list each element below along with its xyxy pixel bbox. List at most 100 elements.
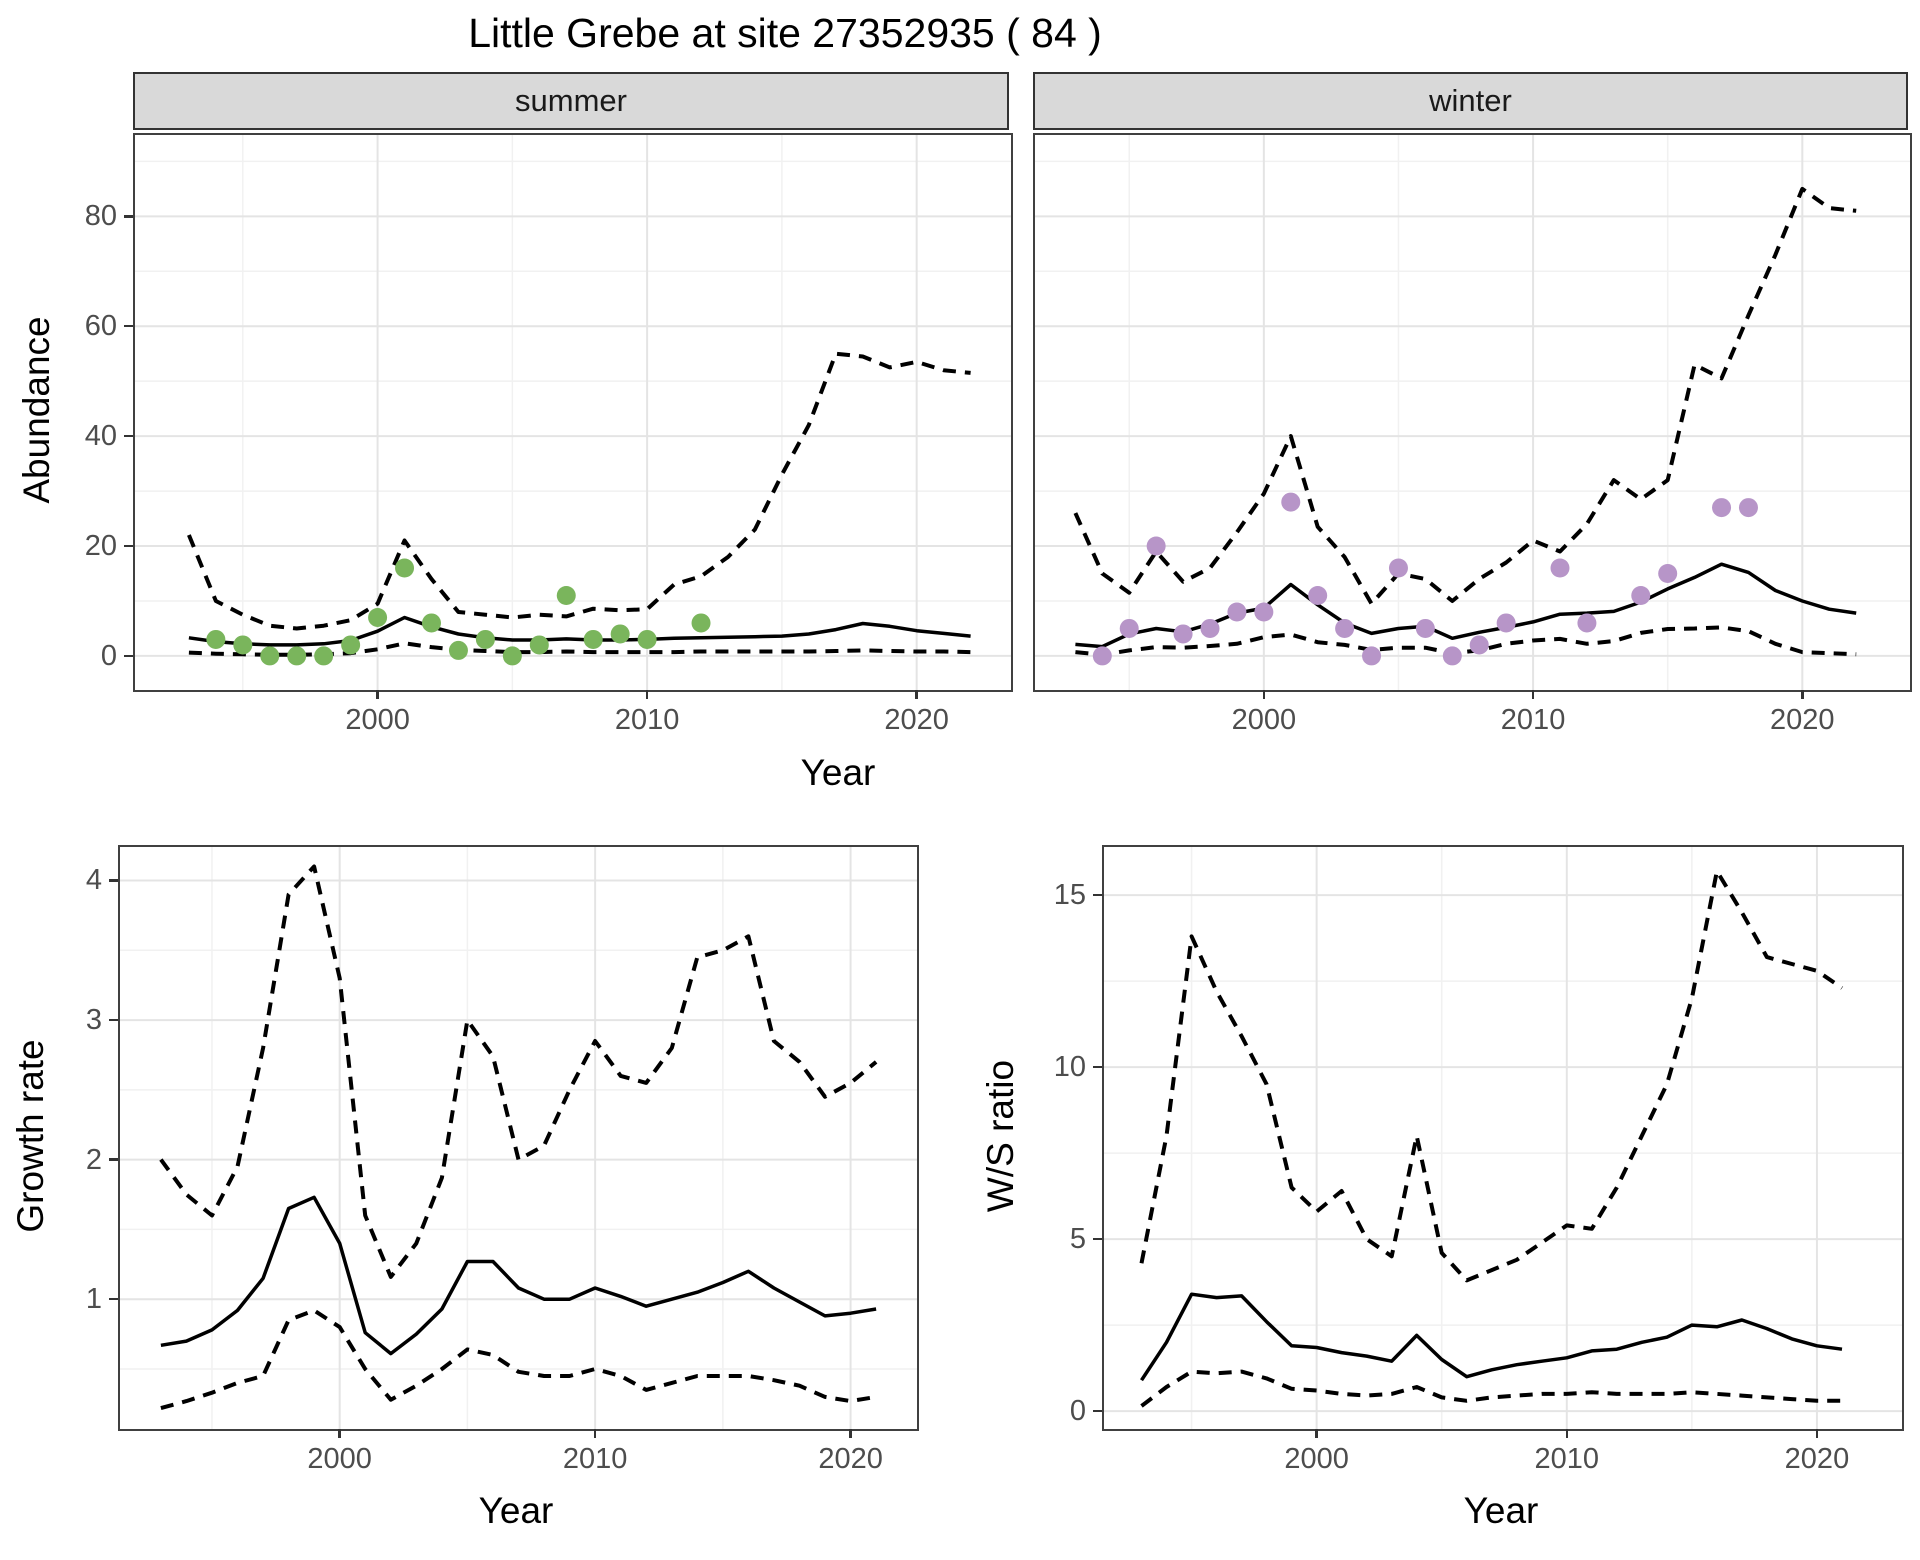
data-point-observed-counts <box>1173 624 1193 644</box>
facet-strip-summer-label: summer <box>515 83 627 118</box>
y-tick-mark <box>109 1297 118 1301</box>
y-tick-label: 20 <box>84 530 117 563</box>
y-tick-label: 0 <box>100 639 117 672</box>
y-axis-label-growth-rate: Growth rate <box>10 1039 51 1233</box>
data-point-observed-counts <box>502 646 522 666</box>
x-tick-mark <box>1801 690 1804 699</box>
x-tick-label: 2020 <box>1784 1443 1850 1475</box>
data-point-observed-counts <box>1496 613 1516 633</box>
series-line-lower-95ci <box>1075 625 1857 657</box>
chart-svg-growth-rate <box>120 847 917 1429</box>
series-line-lower-95ci <box>160 1308 877 1411</box>
data-point-observed-counts <box>556 585 576 605</box>
data-point-observed-counts <box>1200 618 1220 638</box>
y-tick-mark <box>1093 893 1102 897</box>
panel-abundance-summer: 2000 2010 2020 0 20 40 60 80 <box>85 133 1013 736</box>
chart-svg-ws-ratio <box>1104 847 1902 1429</box>
data-point-observed-counts <box>610 624 630 644</box>
y-tick-mark <box>124 544 133 548</box>
series-line-lower-95ci <box>1140 1369 1842 1408</box>
data-point-observed-counts <box>1469 635 1489 655</box>
data-point-observed-counts <box>1712 498 1732 518</box>
x-tick-label: 2000 <box>1231 704 1297 736</box>
facet-strip-winter: winter <box>1033 72 1908 130</box>
series-line-upper-95ci <box>1139 869 1844 1283</box>
y-tick-label: 1 <box>85 1283 102 1316</box>
y-tick-label: 80 <box>84 200 117 233</box>
chart-svg-abundance-winter <box>1035 135 1910 690</box>
y-tick-mark <box>124 324 133 328</box>
page-title: Little Grebe at site 27352935 ( 84 ) <box>468 10 1102 56</box>
x-tick-mark <box>645 690 649 699</box>
y-tick-mark <box>109 879 118 882</box>
data-point-observed-counts <box>314 646 334 666</box>
series-line-fitted-median <box>188 615 971 647</box>
data-point-observed-counts <box>233 635 253 655</box>
x-tick-label: 2010 <box>1500 704 1566 736</box>
data-point-observed-counts <box>1658 564 1678 584</box>
x-tick-mark <box>1565 1429 1569 1438</box>
data-point-observed-counts <box>1631 585 1651 605</box>
x-tick-mark <box>849 1429 852 1438</box>
data-point-observed-counts <box>1388 558 1408 578</box>
y-tick-mark <box>124 654 133 658</box>
data-point-observed-counts <box>448 640 468 660</box>
y-tick-mark <box>1093 1409 1102 1413</box>
x-tick-label: 2000 <box>345 704 410 736</box>
data-point-observed-counts <box>1227 602 1247 622</box>
x-tick-mark <box>1815 1429 1819 1438</box>
y-tick-label: 0 <box>1069 1395 1086 1428</box>
y-tick-mark <box>1093 1237 1102 1241</box>
x-tick-label: 2000 <box>1284 1443 1349 1475</box>
series-line-upper-95ci <box>187 351 971 631</box>
data-point-observed-counts <box>1550 558 1570 578</box>
x-axis-label-year-top: Year <box>800 752 876 793</box>
y-tick-label: 10 <box>1053 1051 1086 1084</box>
data-point-observed-counts <box>341 635 361 655</box>
data-point-observed-counts <box>583 629 603 649</box>
data-point-observed-counts <box>637 629 657 649</box>
x-tick-label: 2010 <box>614 704 680 736</box>
data-point-observed-counts <box>1738 498 1758 518</box>
data-point-observed-counts <box>287 646 307 666</box>
data-point-observed-counts <box>1146 536 1166 556</box>
data-point-observed-counts <box>368 607 388 627</box>
data-point-observed-counts <box>260 646 280 666</box>
y-tick-label: 3 <box>85 1004 102 1037</box>
y-tick-label: 40 <box>84 420 117 453</box>
y-axis-label-abundance: Abundance <box>16 316 57 504</box>
panel-abundance-winter: 2000 2010 2020 <box>1033 133 1912 736</box>
data-point-observed-counts <box>1092 646 1112 666</box>
facet-strip-summer: summer <box>133 72 1009 130</box>
y-tick-mark <box>124 434 133 438</box>
panel-growth-rate: 2000 2010 2020 1 2 3 4 <box>86 845 919 1475</box>
y-tick-mark <box>109 1158 118 1161</box>
x-tick-label: 2020 <box>884 704 949 736</box>
x-axis-label-year-ws: Year <box>1463 1490 1539 1531</box>
x-tick-label: 2010 <box>562 1443 628 1475</box>
data-point-observed-counts <box>1308 585 1328 605</box>
y-tick-label: 60 <box>84 310 117 343</box>
y-axis-label-ws-ratio: W/S ratio <box>980 1059 1021 1213</box>
data-point-observed-counts <box>1415 618 1435 638</box>
x-tick-mark <box>1262 690 1266 699</box>
data-point-observed-counts <box>1281 492 1301 512</box>
data-point-observed-counts <box>691 613 711 633</box>
series-line-upper-95ci <box>159 864 878 1279</box>
series-line-fitted-median <box>160 1195 877 1356</box>
x-tick-label: 2010 <box>1534 1443 1600 1475</box>
y-tick-label: 2 <box>85 1143 102 1176</box>
x-tick-mark <box>376 690 379 699</box>
data-point-observed-counts <box>475 629 495 649</box>
data-point-observed-counts <box>1335 618 1355 638</box>
chart-svg-abundance-summer <box>135 135 1011 690</box>
x-tick-mark <box>915 690 918 699</box>
x-tick-label: 2000 <box>307 1443 372 1475</box>
y-tick-mark <box>109 1018 118 1022</box>
data-point-observed-counts <box>529 635 549 655</box>
data-point-observed-counts <box>395 558 415 578</box>
y-tick-label: 4 <box>85 864 102 897</box>
data-point-observed-counts <box>1119 618 1139 638</box>
data-point-observed-counts <box>206 629 226 649</box>
data-point-observed-counts <box>1442 646 1462 666</box>
